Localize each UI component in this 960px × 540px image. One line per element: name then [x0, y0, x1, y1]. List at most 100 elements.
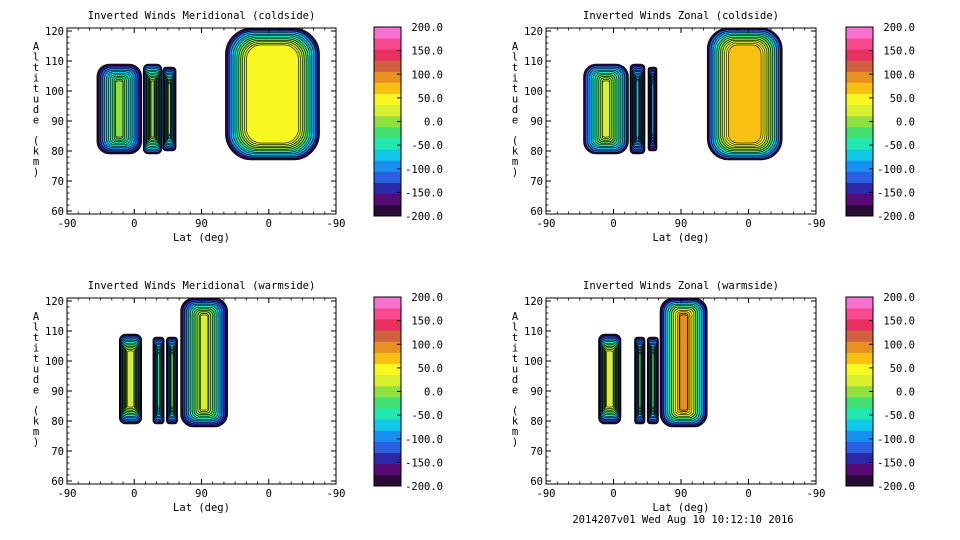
colorbar-tick-label: 200.0: [411, 292, 443, 304]
colorbar: 200.0 150.0 100.0 50.0 0.0 -50.0 -100.0 -150.0 -…: [845, 22, 915, 223]
colorbar-swatch: [374, 408, 401, 420]
colorbar: 200.0 150.0 100.0 50.0 0.0 -50.0 -100.0 -150.0 -…: [373, 292, 443, 493]
y-tick-label: 110: [45, 56, 64, 68]
colorbar-tick-label: 50.0: [418, 363, 443, 375]
contour-region: [598, 333, 622, 425]
contour-region: [646, 336, 659, 425]
contour-band: [602, 80, 610, 138]
colorbar-swatch: [374, 352, 401, 365]
chart-panel-2: Inverted Winds Zonal (coldside) 60 70 80 90 1…: [512, 10, 915, 244]
contour-region: [647, 66, 658, 152]
contour-region: [166, 336, 178, 425]
contour-region: [119, 333, 143, 425]
chart-title: Inverted Winds Meridional (warmside): [88, 280, 316, 292]
colorbar-swatch: [846, 49, 873, 61]
colorbar-swatch: [374, 60, 401, 72]
contour-field: [598, 298, 708, 428]
colorbar-tick-label: -100.0: [405, 434, 443, 446]
colorbar-swatch: [374, 319, 401, 331]
y-tick-label: 60: [51, 476, 64, 488]
colorbar-swatch: [374, 149, 401, 161]
x-tick-label: -90: [58, 218, 77, 230]
colorbar-swatch: [846, 319, 873, 331]
chart-panel-4: Inverted Winds Zonal (warmside) 60 70 80 90 1…: [512, 280, 915, 514]
colorbar-tick-label: 200.0: [411, 22, 443, 34]
y-tick-label: 90: [530, 386, 543, 398]
colorbar-swatch: [846, 204, 873, 217]
colorbar-swatch: [846, 363, 873, 376]
colorbar-tick-label: -100.0: [877, 164, 915, 176]
colorbar-swatch: [846, 374, 873, 387]
contour-region: [634, 336, 646, 425]
contour-region: [629, 63, 646, 155]
colorbar-swatch: [374, 49, 401, 61]
colorbar-tick-label: 200.0: [883, 292, 915, 304]
chart-title: Inverted Winds Meridional (coldside): [88, 10, 316, 22]
x-tick-label: -90: [327, 488, 346, 500]
colorbar-swatch: [374, 71, 401, 83]
colorbar-tick-label: -150.0: [877, 187, 915, 199]
y-tick-label: 100: [45, 356, 64, 368]
x-tick-label: -90: [537, 488, 556, 500]
colorbar-swatch: [374, 104, 401, 117]
contour-region: [162, 66, 177, 152]
colorbar-swatch: [374, 193, 401, 206]
colorbar: 200.0 150.0 100.0 50.0 0.0 -50.0 -100.0 -150.0 -…: [845, 292, 915, 493]
colorbar-tick-label: -100.0: [877, 434, 915, 446]
x-tick-label: 0: [745, 218, 751, 230]
colorbar-swatch: [374, 385, 401, 398]
contour-band: [246, 44, 299, 144]
contour-region: [225, 28, 320, 161]
colorbar-swatch: [846, 330, 873, 342]
footer-timestamp: 2014207v01 Wed Aug 10 10:12:10 2016: [572, 514, 794, 526]
chart-title: Inverted Winds Zonal (warmside): [583, 280, 779, 292]
colorbar-swatch: [846, 397, 873, 409]
contour-region: [706, 28, 783, 161]
chart-panel-1: Inverted Winds Meridional (coldside) 60 70…: [33, 10, 443, 244]
y-tick-label: 90: [530, 116, 543, 128]
y-tick-label: 60: [51, 206, 64, 218]
contour-band: [170, 353, 174, 408]
colorbar-swatch: [846, 193, 873, 206]
contour-field: [583, 28, 783, 161]
colorbar-swatch: [846, 82, 873, 95]
colorbar-swatch: [846, 160, 873, 172]
colorbar-swatch: [846, 430, 873, 442]
contour-region: [583, 63, 629, 155]
colorbar-tick-label: 100.0: [883, 69, 915, 81]
contour-band: [635, 80, 639, 138]
colorbar-tick-label: 50.0: [418, 93, 443, 105]
y-tick-label: 80: [51, 416, 64, 428]
colorbar-swatch: [374, 93, 401, 106]
colorbar-swatch: [846, 38, 873, 50]
colorbar-swatch: [374, 397, 401, 409]
colorbar-tick-label: 150.0: [883, 46, 915, 58]
colorbar-swatch: [846, 182, 873, 195]
y-tick-label: 100: [524, 86, 543, 98]
x-tick-label: 90: [675, 488, 688, 500]
x-tick-label: 0: [131, 218, 137, 230]
colorbar-swatch: [846, 171, 873, 183]
colorbar-tick-label: -100.0: [405, 164, 443, 176]
colorbar-tick-label: -50.0: [411, 410, 443, 422]
colorbar-tick-label: -50.0: [883, 140, 915, 152]
contour-band: [200, 314, 209, 411]
colorbar-swatch: [846, 115, 873, 128]
contour-field: [119, 298, 228, 428]
y-tick-label: 120: [524, 296, 543, 308]
colorbar-tick-label: -200.0: [877, 211, 915, 223]
colorbar-swatch: [374, 127, 401, 139]
x-tick-label: 0: [266, 488, 272, 500]
colorbar-swatch: [374, 204, 401, 217]
contour-band: [157, 353, 160, 408]
y-tick-label: 90: [51, 386, 64, 398]
x-tick-label: -90: [807, 488, 826, 500]
chart-title: Inverted Winds Zonal (coldside): [583, 10, 779, 22]
x-axis-label: Lat (deg): [173, 232, 230, 244]
colorbar-swatch: [374, 463, 401, 476]
colorbar-tick-label: 150.0: [411, 46, 443, 58]
y-tick-label: 60: [530, 476, 543, 488]
